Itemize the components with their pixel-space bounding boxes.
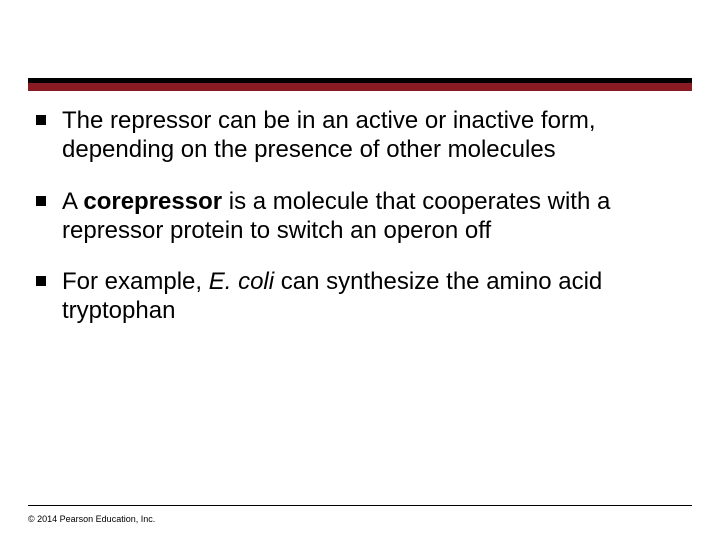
text-segment: A <box>62 188 83 215</box>
text-segment: The repressor can be in an active or ina… <box>62 107 596 163</box>
bullet-list: The repressor can be in an active or ina… <box>36 106 684 326</box>
bullet-item: For example, E. coli can synthesize the … <box>36 267 684 326</box>
slide: The repressor can be in an active or ina… <box>0 0 720 540</box>
divider-footer <box>28 505 692 506</box>
content-area: The repressor can be in an active or ina… <box>36 106 684 348</box>
divider-top-accent <box>28 83 692 91</box>
bullet-item: The repressor can be in an active or ina… <box>36 106 684 165</box>
bullet-item: A corepressor is a molecule that coopera… <box>36 187 684 246</box>
text-segment: corepressor <box>83 188 222 215</box>
text-segment: E. coli <box>209 268 274 295</box>
text-segment: For example, <box>62 268 209 295</box>
copyright-text: © 2014 Pearson Education, Inc. <box>28 514 155 524</box>
